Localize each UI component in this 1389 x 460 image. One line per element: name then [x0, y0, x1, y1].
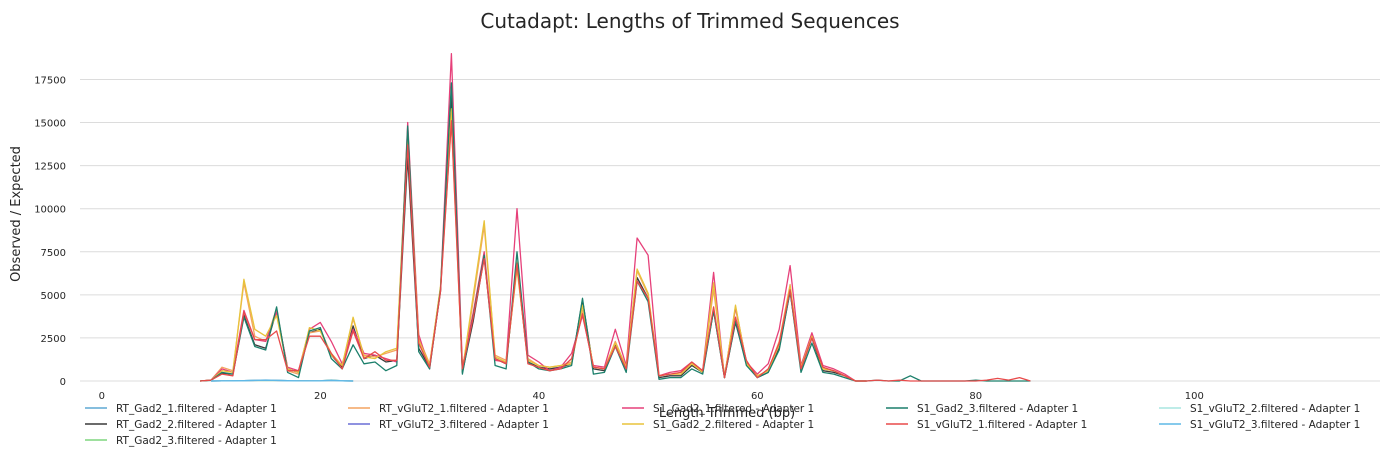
legend-label: S1_vGluT2_3.filtered - Adapter 1 [1190, 419, 1360, 431]
legend-label: RT_Gad2_1.filtered - Adapter 1 [116, 403, 277, 415]
legend-label: RT_Gad2_3.filtered - Adapter 1 [116, 435, 277, 447]
y-tick-label: 15000 [34, 119, 66, 130]
legend-item[interactable]: RT_vGluT2_3.filtered - Adapter 1 [348, 419, 549, 431]
legend-label: RT_vGluT2_1.filtered - Adapter 1 [379, 403, 549, 415]
y-tick-label: 2500 [41, 334, 66, 345]
y-tick-label: 0 [60, 377, 66, 388]
y-tick-label: 17500 [34, 75, 66, 86]
x-tick-label: 20 [314, 391, 327, 402]
legend-item[interactable]: S1_Gad2_1.filtered - Adapter 1 [622, 403, 814, 415]
legend-item[interactable]: RT_Gad2_3.filtered - Adapter 1 [85, 435, 277, 447]
x-tick-label: 60 [751, 391, 764, 402]
series-line [200, 120, 1031, 382]
legend-item[interactable]: S1_vGluT2_2.filtered - Adapter 1 [1159, 403, 1360, 415]
x-tick-label: 0 [99, 391, 105, 402]
series-line [200, 108, 867, 382]
legend-label: S1_Gad2_2.filtered - Adapter 1 [653, 419, 814, 431]
legend-label: S1_Gad2_3.filtered - Adapter 1 [917, 403, 1078, 415]
series-line [200, 82, 1031, 382]
legend-item[interactable]: S1_vGluT2_3.filtered - Adapter 1 [1159, 419, 1360, 431]
series-lines [200, 52, 1031, 382]
legend-label: S1_vGluT2_2.filtered - Adapter 1 [1190, 403, 1360, 415]
y-axis-label: Observed / Expected [9, 146, 24, 282]
legend-item[interactable]: RT_Gad2_1.filtered - Adapter 1 [85, 403, 277, 415]
legend: RT_Gad2_1.filtered - Adapter 1 RT_Gad2_2.… [85, 403, 1360, 447]
x-tick-label: 40 [532, 391, 545, 402]
x-axis-label: Length Trimmed (bp) [659, 406, 795, 421]
y-axis-ticks: 0 2500 5000 7500 10000 12500 15000 17500 [34, 75, 66, 388]
legend-label: RT_Gad2_2.filtered - Adapter 1 [116, 419, 277, 431]
x-tick-label: 100 [1185, 391, 1204, 402]
y-tick-label: 10000 [34, 205, 66, 216]
y-tick-label: 12500 [34, 162, 66, 173]
legend-item[interactable]: RT_Gad2_2.filtered - Adapter 1 [85, 419, 277, 431]
legend-label: S1_vGluT2_1.filtered - Adapter 1 [917, 419, 1087, 431]
series-line [211, 379, 354, 382]
legend-item[interactable]: S1_Gad2_2.filtered - Adapter 1 [622, 419, 814, 431]
x-axis-ticks: 0 20 40 60 80 100 [99, 391, 1204, 402]
legend-label: RT_vGluT2_3.filtered - Adapter 1 [379, 419, 549, 431]
legend-item[interactable]: S1_vGluT2_1.filtered - Adapter 1 [886, 419, 1087, 431]
legend-item[interactable]: RT_vGluT2_1.filtered - Adapter 1 [348, 403, 549, 415]
grid-lines [80, 78, 1380, 382]
x-tick-label: 80 [969, 391, 982, 402]
series-line [200, 52, 867, 382]
legend-label: S1_Gad2_1.filtered - Adapter 1 [653, 403, 814, 415]
chart-title: Cutadapt: Lengths of Trimmed Sequences [480, 9, 899, 33]
legend-item[interactable]: S1_Gad2_3.filtered - Adapter 1 [886, 403, 1078, 415]
y-tick-label: 7500 [41, 248, 66, 259]
y-tick-label: 5000 [41, 291, 66, 302]
